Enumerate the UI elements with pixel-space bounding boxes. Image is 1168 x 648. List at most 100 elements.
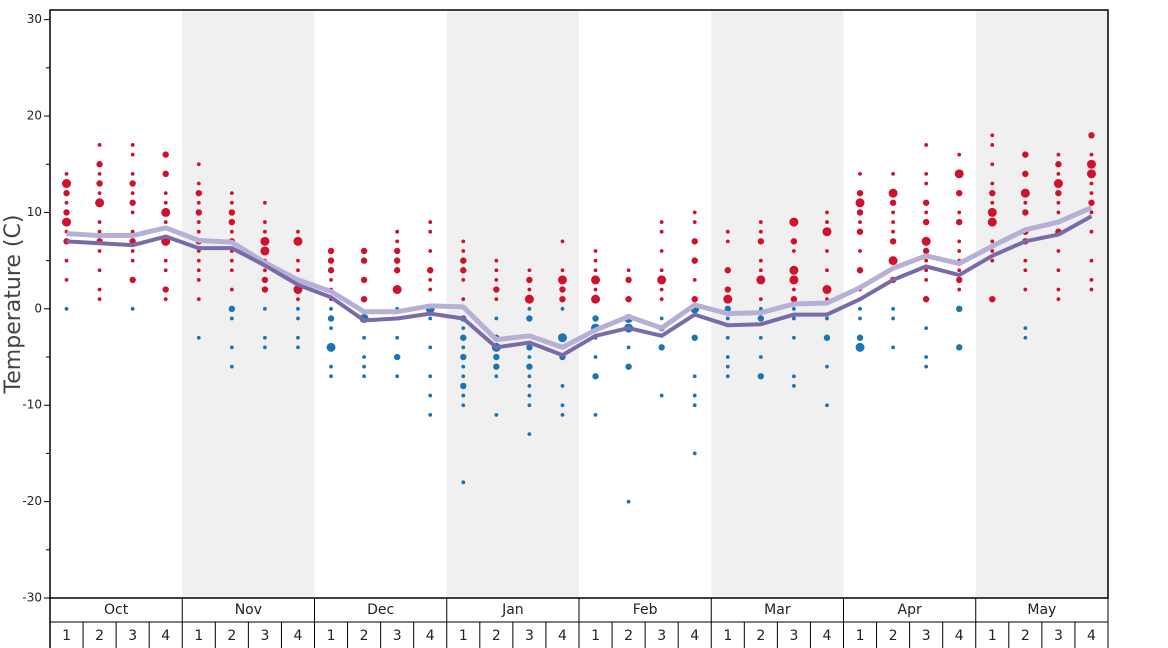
dot bbox=[757, 238, 765, 245]
dot bbox=[395, 229, 400, 234]
dot bbox=[461, 249, 466, 253]
week-label: 3 bbox=[260, 628, 269, 644]
dot bbox=[163, 200, 168, 205]
dot bbox=[261, 276, 269, 284]
dot bbox=[1056, 268, 1061, 273]
dot bbox=[1022, 209, 1029, 216]
dot bbox=[856, 334, 864, 341]
dot bbox=[526, 344, 533, 351]
dot bbox=[659, 229, 664, 234]
dot bbox=[1023, 335, 1028, 340]
dot bbox=[757, 315, 765, 322]
dot bbox=[692, 220, 697, 224]
month-label: Mar bbox=[764, 602, 791, 618]
dot bbox=[261, 286, 269, 293]
dot bbox=[891, 210, 895, 215]
dot bbox=[130, 249, 135, 253]
dot bbox=[557, 275, 567, 285]
dot bbox=[659, 249, 664, 253]
temperature-line bbox=[66, 214, 1093, 358]
dot bbox=[130, 191, 135, 196]
dot bbox=[1088, 199, 1095, 206]
dot bbox=[858, 306, 862, 311]
dot bbox=[658, 344, 665, 351]
month-band bbox=[975, 10, 1108, 598]
dot bbox=[195, 189, 202, 197]
dot bbox=[891, 345, 895, 350]
dot bbox=[329, 306, 333, 311]
dot bbox=[990, 249, 995, 253]
dot bbox=[1023, 200, 1028, 205]
y-axis-label: Temperature (C) bbox=[1, 215, 26, 395]
dot bbox=[692, 393, 697, 398]
dot bbox=[957, 268, 962, 273]
dot bbox=[956, 305, 963, 313]
dot bbox=[327, 247, 335, 255]
dot bbox=[163, 258, 168, 263]
dot bbox=[922, 199, 930, 206]
dot bbox=[758, 335, 763, 340]
dot bbox=[163, 220, 168, 224]
dot bbox=[196, 229, 201, 234]
dot bbox=[96, 161, 103, 168]
dot bbox=[559, 286, 566, 293]
dot bbox=[296, 335, 300, 340]
dot bbox=[823, 334, 831, 341]
dot bbox=[855, 198, 865, 208]
dot bbox=[97, 249, 102, 253]
dot bbox=[62, 217, 72, 227]
dot bbox=[97, 143, 102, 147]
plot-frame bbox=[49, 9, 1109, 599]
dot bbox=[263, 229, 267, 234]
dot bbox=[659, 297, 664, 302]
dot bbox=[758, 220, 763, 224]
dot bbox=[526, 315, 533, 322]
month-band bbox=[182, 10, 315, 598]
dot bbox=[494, 374, 499, 379]
dot bbox=[360, 257, 368, 264]
dot bbox=[725, 355, 730, 359]
dot bbox=[162, 151, 169, 158]
y-tick-label: 30 bbox=[27, 12, 42, 26]
dot bbox=[263, 220, 267, 224]
week-label: 2 bbox=[95, 628, 104, 644]
dot bbox=[163, 191, 168, 196]
week-label: 3 bbox=[128, 628, 137, 644]
dot bbox=[393, 353, 401, 361]
dot bbox=[494, 412, 499, 417]
dot bbox=[1022, 151, 1029, 158]
dot bbox=[592, 373, 599, 380]
y-tick-label: -30 bbox=[22, 591, 42, 605]
dot bbox=[263, 345, 267, 350]
dot bbox=[461, 345, 466, 350]
dot bbox=[1088, 132, 1095, 139]
dot bbox=[395, 335, 400, 340]
dot bbox=[1053, 179, 1063, 189]
dot bbox=[792, 335, 796, 340]
dot bbox=[591, 275, 601, 285]
week-label: 4 bbox=[690, 628, 699, 644]
dot bbox=[460, 257, 467, 264]
dot bbox=[560, 403, 565, 408]
dot bbox=[858, 220, 862, 224]
dot bbox=[957, 152, 962, 157]
dot bbox=[493, 353, 500, 361]
dot bbox=[957, 287, 962, 292]
dot bbox=[296, 268, 300, 273]
dot bbox=[692, 403, 697, 408]
dot bbox=[990, 258, 995, 263]
dot bbox=[63, 189, 70, 197]
dot bbox=[64, 171, 69, 176]
dot bbox=[891, 316, 895, 321]
dot bbox=[1089, 278, 1094, 282]
dot bbox=[428, 229, 433, 234]
dot bbox=[460, 334, 467, 341]
dot bbox=[427, 267, 434, 274]
dot bbox=[97, 191, 102, 196]
dot bbox=[1089, 287, 1094, 292]
dot bbox=[560, 306, 565, 311]
dot bbox=[858, 171, 862, 176]
dot bbox=[493, 363, 500, 370]
dot bbox=[1056, 249, 1061, 253]
dot bbox=[461, 393, 466, 398]
